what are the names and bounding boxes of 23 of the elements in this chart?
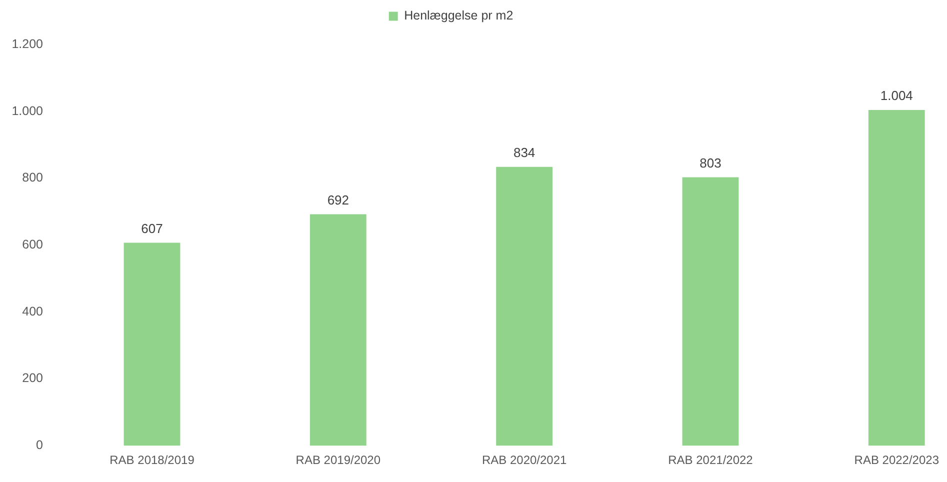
bar [124, 242, 180, 446]
bar [496, 166, 553, 446]
bar [310, 214, 366, 446]
data-label: 834 [513, 144, 536, 160]
y-tick-label: 800 [22, 170, 44, 185]
data-label: 1.004 [880, 88, 913, 104]
y-tick-label: 1.200 [12, 36, 44, 51]
x-tick-label: RAB 2021/2022 [668, 453, 754, 468]
y-tick-label: 200 [22, 371, 44, 386]
legend-label: Henlæggelse pr m2 [404, 8, 514, 23]
x-tick-label: RAB 2019/2020 [296, 453, 381, 468]
x-tick-label: RAB 2022/2023 [854, 453, 940, 468]
bar [868, 110, 925, 446]
y-tick-label: 600 [22, 238, 44, 252]
x-tick-label: RAB 2020/2021 [482, 453, 568, 468]
y-tick-label: 0 [36, 438, 44, 452]
data-label: 803 [700, 155, 722, 170]
y-tick-label: 400 [22, 304, 44, 318]
data-label: 692 [327, 192, 350, 208]
y-tick-label: 1.000 [12, 104, 44, 118]
data-label: 607 [141, 220, 163, 236]
x-tick-label: RAB 2018/2019 [110, 453, 195, 468]
bar [682, 177, 739, 446]
